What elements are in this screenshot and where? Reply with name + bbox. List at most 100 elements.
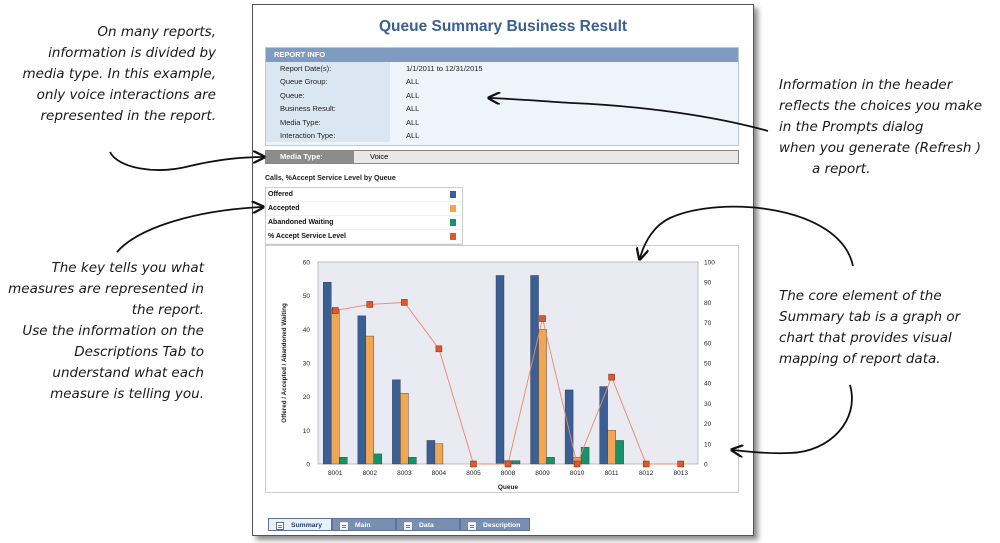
y2-tick-label: 60 [704,340,712,347]
legend-label: Offered [268,191,293,198]
bar-accepted [434,443,444,465]
chart-legend: Offered Accepted Abandoned Waiting % Acc… [265,187,463,245]
info-row-report-dates: Report Date(s): 1/1/2011 to 12/31/2015 [266,62,738,76]
note-line: only voice interactions are [36,87,216,103]
tab-summary[interactable]: Summary [268,518,332,531]
note-line: chart that provides visual [779,330,952,346]
tab-main[interactable]: Main [332,518,396,531]
x-tick-label: 8004 [432,470,447,477]
info-value: ALL [406,130,420,140]
point-accept-service-level [504,460,512,468]
y2-tick-label: 90 [704,280,712,287]
point-accept-service-level [573,460,581,468]
report-info-panel: REPORT INFO Report Date(s): 1/1/2011 to … [265,47,739,146]
point-accept-service-level [435,345,443,353]
note-line: when you generate (Refresh ) [779,140,982,156]
bar-accepted [400,393,409,465]
note-line: understand what each [52,365,204,381]
y2-tick-label: 50 [704,361,712,368]
media-type-value: Voice [370,152,389,161]
chart-note: The core element of the Summary tab is a… [779,286,994,370]
note-line: The key tells you what [51,260,205,276]
info-row-business-result: Business Result: ALL [266,102,738,116]
legend-label: Abandoned Waiting [268,219,334,226]
info-label: Queue Group: [266,75,390,89]
info-label: Report Date(s): [266,62,390,76]
legend-item-abandoned-waiting: Abandoned Waiting [266,216,462,230]
bar-abandoned-waiting [339,457,348,465]
legend-item-offered: Offered [266,188,462,202]
document-icon [468,522,476,530]
arrow-axis [733,384,853,453]
point-accept-service-level [539,315,546,322]
note-line: in the Prompts dialog [779,119,924,135]
y-tick-label: 40 [303,327,311,334]
x-tick-label: 8005 [466,470,481,477]
bar-abandoned-waiting [580,446,590,465]
report-info-header: REPORT INFO [266,48,738,62]
x-tick-label: 8002 [363,470,378,477]
info-label: Queue: [266,88,390,103]
info-row-queue-group: Queue Group: ALL [266,75,738,89]
queue-chart: 0 10 20 30 40 50 60 0 10 20 30 40 50 60 70 80 90 100 8001 8… [265,245,739,493]
document-icon [340,522,348,530]
note-line: a report. [812,161,871,177]
report-title: Queue Summary Business Result [378,18,628,35]
note-line: mapping of report data. [779,351,941,367]
arrow-media-type [109,152,263,171]
legend-item-accept-service-level: % Accept Service Level [266,230,462,244]
x-tick-label: 8003 [397,470,412,477]
report-page: Queue Summary Business Result REPORT INF… [252,4,754,536]
arrow-header-info [490,98,769,132]
note-line: information is divided by [48,45,216,61]
point-accept-service-level [470,460,477,468]
document-icon [276,522,284,530]
chart-svg: 0 10 20 30 40 50 60 0 10 20 30 40 50 60 70 80 90 100 8001 8… [281,260,715,492]
y2-tick-label: 80 [704,300,712,307]
info-value: ALL [406,90,420,100]
bar-offered [564,389,574,465]
info-label: Interaction Type: [266,128,390,143]
note-line: The core element of the [779,288,942,304]
bar-abandoned-waiting [511,460,521,465]
info-row-interaction-type: Interaction Type: ALL [266,128,738,143]
media-type-bar: Media Type: Voice [265,150,739,164]
info-value: ALL [406,117,420,127]
tab-label: Summary [291,522,322,529]
legend-swatch [450,191,456,198]
info-value: 1/1/2011 to 12/31/2015 [406,64,483,73]
y2-tick-label: 100 [704,260,715,267]
tab-data[interactable]: Data [396,518,460,531]
y-tick-label: 30 [303,361,311,368]
x-tick-label: 8012 [639,470,654,477]
x-tick-label: 8008 [501,470,516,477]
legend-swatch [450,219,456,226]
x-tick-label: 8009 [535,470,550,477]
note-line: Information in the header [779,77,953,93]
info-label: Business Result: [266,102,390,116]
key-note: The key tells you what measures are repr… [8,258,204,405]
tab-label: Main [355,522,371,529]
note-line: the report. [131,302,204,318]
legend-item-accepted: Accepted [266,202,462,216]
note-line: Summary tab is a graph or [779,309,961,325]
y2-tick-label: 20 [704,421,712,428]
bar-abandoned-waiting [373,453,383,465]
chart-heading: Calls, %Accept Service Level by Queue [265,175,396,182]
media-type-note: On many reports, information is divided … [20,22,216,127]
point-accept-service-level [366,301,374,308]
tab-label: Description [483,522,521,529]
bar-accepted [365,335,375,465]
legend-swatch [450,205,456,212]
legend-swatch [450,233,456,240]
point-accept-service-level [677,460,684,468]
arrow-key [116,207,262,253]
bar-offered [599,386,608,465]
y2-tick-label: 0 [704,462,708,469]
tab-description[interactable]: Description [460,518,530,531]
x-tick-label: 8001 [328,470,343,477]
document-icon [404,522,412,530]
point-accept-service-level [642,460,650,468]
note-line: media type. In this example, [22,66,216,82]
